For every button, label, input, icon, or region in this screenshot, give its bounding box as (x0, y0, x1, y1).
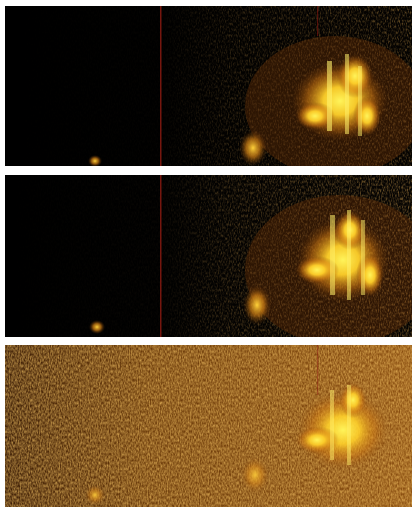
red-scan-line-middle (160, 175, 162, 337)
sonar-panel-top (5, 6, 412, 166)
sonar-image-middle (5, 175, 412, 337)
sonar-image-top (5, 6, 412, 166)
red-scan-line-top (160, 6, 162, 166)
sonar-panel-bottom (5, 345, 412, 507)
secondary-blob-middle (243, 285, 271, 325)
bright-target-top (292, 54, 388, 141)
bright-target-middle (295, 210, 389, 302)
secondary-blob-top (239, 130, 267, 166)
sonar-image-bottom (5, 345, 412, 507)
secondary-blob-bottom (241, 457, 269, 493)
sonar-panel-middle (5, 175, 412, 337)
bright-target-bottom (295, 382, 389, 470)
